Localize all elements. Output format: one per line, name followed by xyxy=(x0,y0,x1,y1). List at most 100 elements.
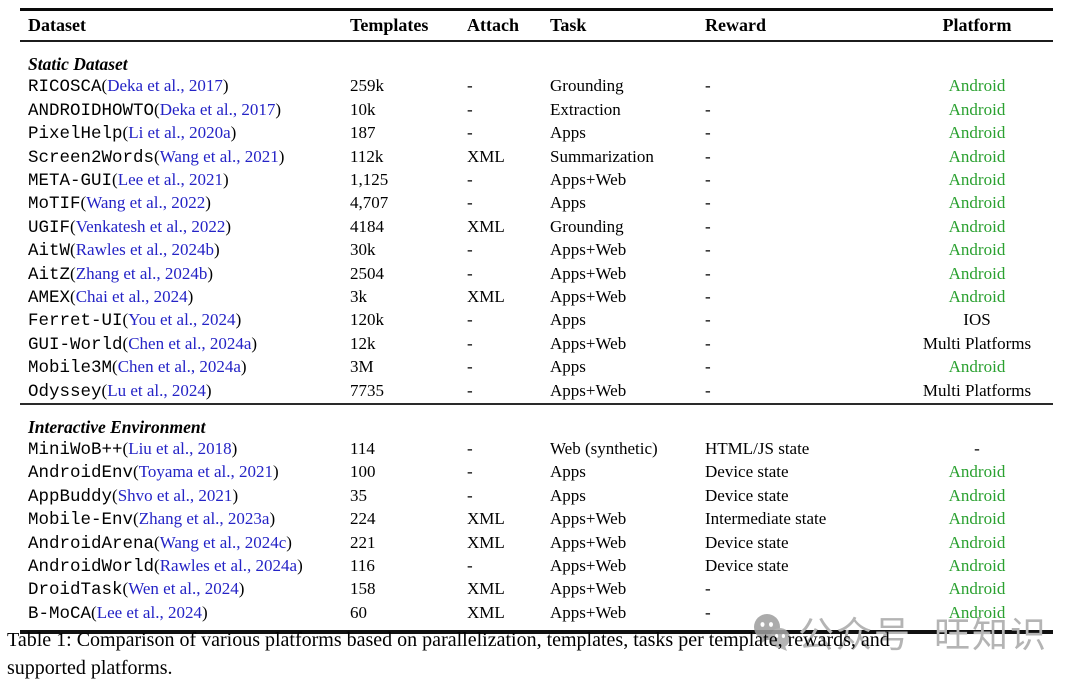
reward-value: HTML/JS state xyxy=(705,439,810,458)
caption-line-1: Table 1: Comparison of various platforms… xyxy=(7,629,890,651)
attach-value: XML xyxy=(467,216,505,236)
citation-open-paren: ( xyxy=(91,602,97,622)
citation-link[interactable]: Chen et al., 2024a xyxy=(117,357,241,377)
reward-value: - xyxy=(705,216,711,236)
citation-link[interactable]: Deka et al., 2017 xyxy=(107,76,223,96)
task-value: Summarization xyxy=(550,146,654,166)
citation-link[interactable]: Wen et al., 2024 xyxy=(128,579,239,599)
citation-link[interactable]: Liu et al., 2018 xyxy=(128,439,232,458)
dataset-name: MoTIF xyxy=(28,194,81,215)
task-value: Web (synthetic) xyxy=(550,439,658,458)
platform-value: Android xyxy=(948,462,1006,482)
platform-value: Android xyxy=(948,556,1006,576)
dataset-name: AitW xyxy=(28,241,71,262)
citation-link[interactable]: Zhang et al., 2023a xyxy=(138,509,270,529)
templates-value: 100 xyxy=(350,462,376,482)
templates-value: 259k xyxy=(350,76,384,96)
citation-link[interactable]: Wang et al., 2024c xyxy=(159,532,287,552)
citation-link[interactable]: You et al., 2024 xyxy=(128,310,236,330)
table-row: AitW(Rawles et al., 2024b) 30k - Apps+We… xyxy=(20,239,1053,262)
dataset-name: Mobile-Env xyxy=(28,510,134,531)
task-value: Apps+Web xyxy=(550,380,627,400)
task-value: Extraction xyxy=(550,99,621,119)
platform-value: - xyxy=(974,439,980,458)
table-bottom-rule xyxy=(20,630,1053,634)
reward-value: - xyxy=(705,310,711,330)
citation-close-paren: ) xyxy=(273,462,279,482)
platform-value: Android xyxy=(948,602,1006,622)
dataset-cell: AMEX(Chai et al., 2024) xyxy=(20,286,350,309)
dataset-cell: Ferret-UI(You et al., 2024) xyxy=(20,309,350,332)
dataset-cell: AppBuddy(Shvo et al., 2021) xyxy=(20,485,350,508)
citation-link[interactable]: Rawles et al., 2024b xyxy=(75,240,215,260)
reward-value: - xyxy=(705,357,711,377)
citation-link[interactable]: Wang et al., 2022 xyxy=(86,193,206,213)
citation-link[interactable]: Lee et al., 2024 xyxy=(96,602,202,622)
dataset-name: AppBuddy xyxy=(28,486,113,507)
section-title-static-dataset: Static Dataset xyxy=(28,54,128,74)
platform-value: Android xyxy=(948,146,1006,166)
table-top-rule xyxy=(20,8,1053,11)
templates-value: 3k xyxy=(350,287,367,307)
dataset-name: Screen2Words xyxy=(28,147,155,168)
task-value: Apps+Web xyxy=(550,287,627,307)
attach-value: XML xyxy=(467,532,505,552)
platform-value: Android xyxy=(948,193,1006,213)
templates-value: 12k xyxy=(350,333,376,353)
table-row: Screen2Words(Wang et al., 2021) 112k XML… xyxy=(20,146,1053,169)
citation-link[interactable]: Chen et al., 2024a xyxy=(128,333,252,353)
column-header-dataset: Dataset xyxy=(28,15,86,35)
citation-link[interactable]: Lu et al., 2024 xyxy=(107,380,206,400)
dataset-cell: UGIF(Venkatesh et al., 2022) xyxy=(20,216,350,239)
citation-link[interactable]: Wang et al., 2021 xyxy=(159,146,279,166)
dataset-name: PixelHelp xyxy=(28,124,123,145)
table-header-row: Dataset Templates Attach Task Reward Pla… xyxy=(20,11,1053,40)
attach-value: - xyxy=(467,76,473,96)
watermark-text-1: 公众号 xyxy=(798,614,913,655)
citation-link[interactable]: Li et al., 2020a xyxy=(128,123,231,143)
comparison-table: Dataset Templates Attach Task Reward Pla… xyxy=(20,8,1053,634)
citation-link[interactable]: Deka et al., 2017 xyxy=(159,99,276,119)
citation-close-paren: ) xyxy=(205,380,212,400)
reward-value: - xyxy=(705,123,711,143)
attach-value: XML xyxy=(467,509,505,529)
citation-open-paren: ( xyxy=(70,263,76,283)
section-separator-rule xyxy=(20,403,1053,405)
citation-link[interactable]: Zhang et al., 2024b xyxy=(75,263,208,283)
dataset-name: Mobile3M xyxy=(28,358,113,379)
citation-link[interactable]: Shvo et al., 2021 xyxy=(117,485,233,505)
table-row: META-GUI(Lee et al., 2021) 1,125 - Apps+… xyxy=(20,169,1053,192)
citation-open-paren: ( xyxy=(70,240,76,260)
dataset-cell: AitW(Rawles et al., 2024b) xyxy=(20,239,350,262)
templates-value: 112k xyxy=(350,146,384,166)
dataset-cell: PixelHelp(Li et al., 2020a) xyxy=(20,122,350,145)
citation-link[interactable]: Rawles et al., 2024a xyxy=(159,556,298,576)
citation-link[interactable]: Toyama et al., 2021 xyxy=(138,462,274,482)
dataset-cell: Mobile3M(Chen et al., 2024a) xyxy=(20,356,350,379)
templates-value: 116 xyxy=(350,556,375,576)
citation-open-paren: ( xyxy=(133,509,139,529)
table-row: MoTIF(Wang et al., 2022) 4,707 - Apps - … xyxy=(20,192,1053,215)
table-row: PixelHelp(Li et al., 2020a) 187 - Apps -… xyxy=(20,122,1053,145)
platform-value: Android xyxy=(948,170,1006,190)
citation-link[interactable]: Chai et al., 2024 xyxy=(75,287,188,307)
task-value: Apps xyxy=(550,357,586,377)
templates-value: 221 xyxy=(350,532,376,552)
citation-open-paren: ( xyxy=(122,123,129,143)
task-value: Apps xyxy=(550,310,586,330)
citation-close-paren: ) xyxy=(222,170,229,190)
citation-open-paren: ( xyxy=(112,485,118,505)
task-value: Apps xyxy=(550,193,586,213)
table-row: AndroidArena(Wang et al., 2024c) 221 XML… xyxy=(20,532,1053,555)
citation-link[interactable]: Lee et al., 2021 xyxy=(117,170,223,190)
platform-value: Multi Platforms xyxy=(922,380,1032,400)
watermark-text-2: 旺知识 xyxy=(934,614,1049,655)
citation-link[interactable]: Venkatesh et al., 2022 xyxy=(75,216,226,236)
templates-value: 60 xyxy=(350,602,367,622)
table-row: GUI-World(Chen et al., 2024a) 12k - Apps… xyxy=(20,333,1053,356)
table-row: UGIF(Venkatesh et al., 2022) 4184 XML Gr… xyxy=(20,216,1053,239)
dataset-cell: MoTIF(Wang et al., 2022) xyxy=(20,192,350,215)
column-header-reward: Reward xyxy=(705,15,766,35)
platform-value: Android xyxy=(948,509,1006,529)
dataset-name: DroidTask xyxy=(28,580,123,601)
